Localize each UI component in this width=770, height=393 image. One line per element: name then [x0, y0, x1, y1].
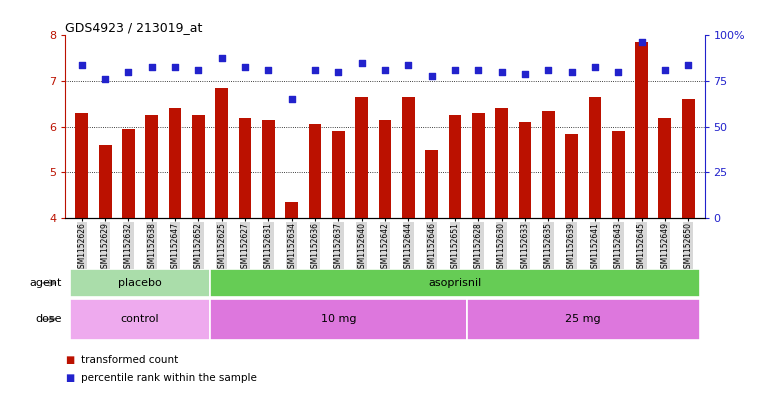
Bar	[70, 299, 210, 340]
Text: dose: dose	[35, 314, 62, 324]
Point	[75, 62, 88, 68]
Text: ■: ■	[65, 354, 75, 365]
Point	[332, 69, 344, 75]
Bar	[192, 115, 205, 218]
Bar	[565, 134, 578, 218]
Point	[169, 64, 181, 70]
Bar	[681, 99, 695, 218]
Bar	[402, 97, 415, 218]
Bar	[216, 88, 228, 218]
Bar	[169, 108, 182, 218]
Point	[589, 64, 601, 70]
Bar	[425, 150, 438, 218]
Bar	[262, 120, 275, 218]
Point	[449, 66, 461, 73]
Bar	[122, 129, 135, 218]
Point	[612, 69, 624, 75]
Point	[379, 66, 391, 73]
Bar	[518, 122, 531, 218]
Point	[495, 69, 507, 75]
Point	[565, 69, 578, 75]
Text: 10 mg: 10 mg	[320, 314, 356, 324]
Point	[263, 66, 275, 73]
Point	[239, 64, 251, 70]
Point	[542, 66, 554, 73]
Bar	[146, 115, 158, 218]
Point	[472, 66, 484, 73]
Bar	[449, 115, 461, 218]
Bar	[658, 118, 671, 218]
Point	[426, 73, 438, 80]
Bar	[309, 125, 321, 218]
Text: ■: ■	[65, 373, 75, 383]
Bar	[355, 97, 368, 218]
Bar	[467, 299, 700, 340]
Point	[286, 96, 298, 103]
Point	[519, 71, 531, 77]
Bar	[286, 202, 298, 218]
Point	[682, 62, 695, 68]
Bar	[635, 42, 648, 218]
Bar	[75, 113, 89, 218]
Bar	[588, 97, 601, 218]
Bar	[612, 131, 624, 218]
Point	[122, 69, 135, 75]
Text: asoprisnil: asoprisnil	[428, 278, 481, 288]
Point	[356, 60, 368, 66]
Bar	[239, 118, 252, 218]
Text: GDS4923 / 213019_at: GDS4923 / 213019_at	[65, 21, 203, 34]
Bar	[332, 131, 345, 218]
Point	[659, 66, 671, 73]
Bar	[99, 145, 112, 218]
Point	[192, 66, 205, 73]
Point	[216, 55, 228, 61]
Point	[146, 64, 158, 70]
Bar	[542, 111, 554, 218]
Text: transformed count: transformed count	[81, 354, 178, 365]
Bar	[379, 120, 391, 218]
Text: agent: agent	[29, 278, 62, 288]
Bar	[210, 299, 467, 340]
Point	[635, 39, 648, 45]
Point	[402, 62, 414, 68]
Text: 25 mg: 25 mg	[565, 314, 601, 324]
Text: placebo: placebo	[119, 278, 162, 288]
Bar	[210, 269, 700, 297]
Text: control: control	[121, 314, 159, 324]
Bar	[495, 108, 508, 218]
Text: percentile rank within the sample: percentile rank within the sample	[81, 373, 256, 383]
Bar	[70, 269, 210, 297]
Bar	[472, 113, 484, 218]
Point	[99, 75, 111, 82]
Point	[309, 66, 321, 73]
